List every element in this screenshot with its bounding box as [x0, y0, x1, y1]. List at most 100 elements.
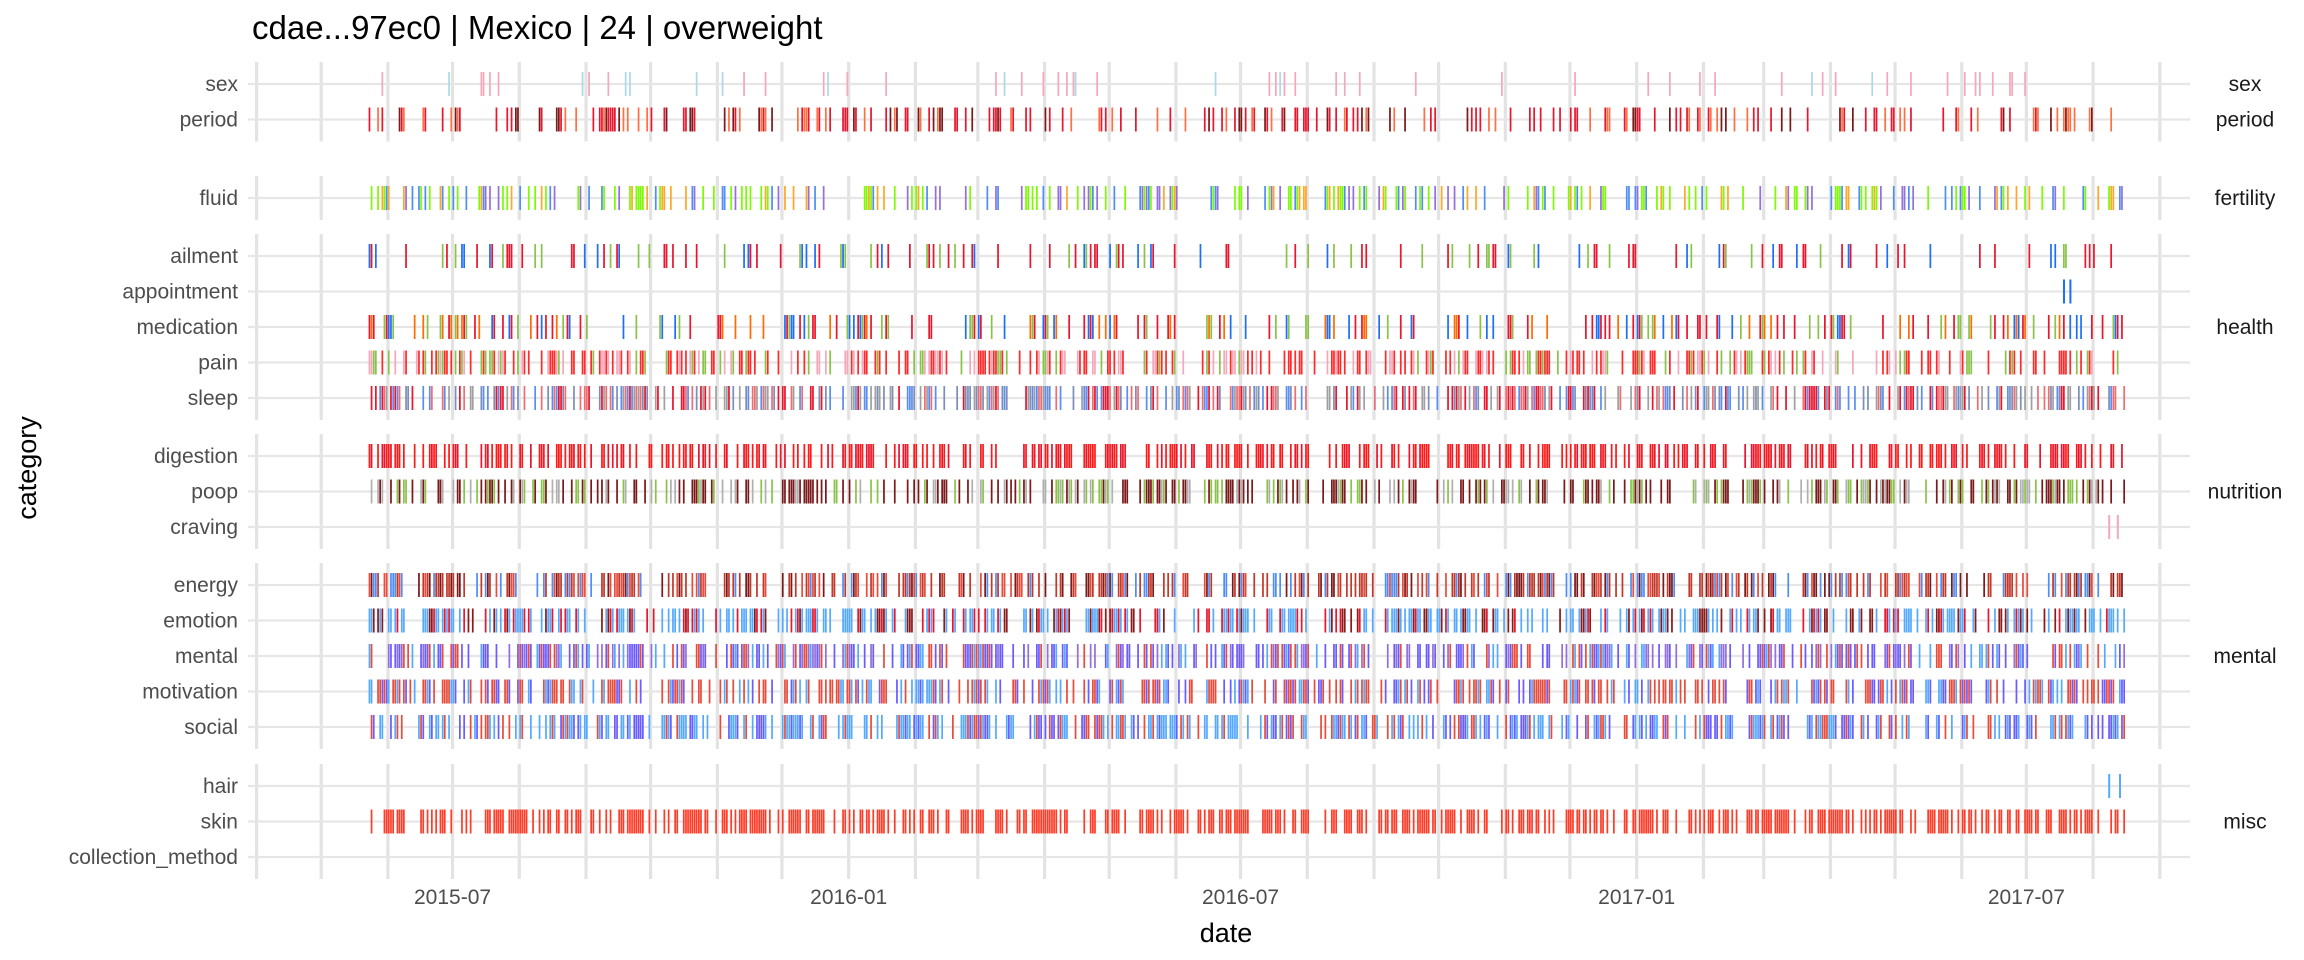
event-mark-mental	[1699, 644, 1701, 668]
event-mark-period	[863, 107, 866, 132]
event-mark-emotion	[719, 608, 722, 633]
event-mark-poop	[760, 479, 763, 504]
event-mark-emotion	[846, 608, 849, 633]
event-mark-social	[1130, 715, 1133, 739]
event-mark-mental	[450, 644, 453, 668]
event-mark-poop	[1935, 479, 1938, 504]
event-mark-social	[616, 715, 618, 739]
event-mark-energy	[1593, 573, 1596, 597]
event-mark-poop	[607, 479, 610, 504]
event-mark-digestion	[1623, 444, 1626, 468]
event-mark-pain	[988, 350, 991, 375]
event-mark-digestion	[1873, 444, 1876, 468]
event-mark-sleep	[551, 386, 554, 410]
event-mark-emotion	[435, 608, 438, 633]
event-mark-period	[1864, 107, 1867, 132]
event-mark-mental	[1275, 644, 1277, 668]
event-mark-social	[1124, 715, 1127, 739]
event-mark-fluid	[2041, 186, 2044, 210]
event-mark-fluid	[1414, 186, 1417, 210]
event-mark-digestion	[1709, 444, 1712, 468]
event-mark-emotion	[1572, 608, 1574, 633]
event-mark-skin	[642, 809, 644, 834]
event-mark-social	[1548, 715, 1551, 739]
event-mark-digestion	[1548, 444, 1551, 468]
event-mark-sleep	[1126, 386, 1129, 410]
event-mark-emotion	[1987, 608, 1990, 633]
event-mark-fluid	[1912, 186, 1915, 210]
event-mark-poop	[997, 479, 999, 504]
event-mark-fluid	[1793, 186, 1796, 210]
event-mark-social	[1694, 715, 1697, 739]
event-mark-pain	[741, 350, 743, 375]
event-mark-energy	[781, 573, 784, 597]
event-mark-digestion	[850, 444, 853, 468]
event-mark-emotion	[1253, 608, 1256, 633]
event-mark-social	[975, 715, 978, 739]
event-mark-skin	[439, 809, 442, 834]
event-mark-pain	[504, 350, 506, 375]
event-mark-digestion	[1055, 444, 1058, 468]
event-mark-fluid	[1787, 186, 1790, 210]
event-mark-ailment	[1593, 244, 1596, 268]
event-mark-ailment	[870, 244, 872, 268]
event-mark-pain	[1479, 350, 1482, 375]
event-mark-fluid	[2054, 186, 2057, 210]
event-mark-motivation	[527, 679, 530, 704]
event-mark-mental	[1520, 644, 1523, 668]
event-mark-poop	[2110, 479, 2113, 504]
event-mark-medication	[1843, 315, 1846, 339]
event-mark-medication	[1636, 315, 1639, 339]
event-mark-social	[1684, 715, 1686, 739]
event-mark-emotion	[1729, 608, 1732, 633]
event-mark-emotion	[2030, 608, 2033, 633]
event-mark-period	[1623, 107, 1626, 132]
event-mark-energy	[607, 573, 610, 597]
event-mark-pain	[1606, 350, 1609, 375]
event-mark-emotion	[1038, 608, 1040, 633]
event-mark-sleep	[1165, 386, 1167, 410]
event-mark-motivation	[469, 679, 472, 704]
event-mark-sleep	[517, 386, 519, 410]
event-mark-motivation	[883, 679, 885, 704]
event-mark-sleep	[1681, 386, 1684, 410]
event-mark-emotion	[1475, 608, 1477, 633]
event-mark-digestion	[932, 444, 935, 468]
event-mark-skin	[769, 809, 771, 834]
event-mark-sleep	[1839, 386, 1841, 410]
event-mark-pain	[1522, 350, 1525, 375]
event-mark-digestion	[2075, 444, 2078, 468]
event-mark-emotion	[2017, 608, 2020, 633]
event-mark-emotion	[1468, 608, 1471, 633]
event-mark-motivation	[1486, 679, 1488, 704]
event-mark-emotion	[667, 608, 670, 633]
event-mark-social	[1927, 715, 1930, 739]
event-mark-mental	[1064, 644, 1066, 668]
event-mark-period	[1044, 107, 1047, 132]
event-mark-emotion	[1156, 608, 1159, 633]
event-mark-skin	[637, 809, 640, 834]
event-mark-social	[1173, 715, 1176, 739]
event-mark-energy	[790, 573, 793, 597]
event-mark-emotion	[1324, 608, 1327, 633]
event-mark-period	[1025, 107, 1027, 132]
event-mark-social	[1845, 715, 1848, 739]
event-mark-digestion	[1585, 444, 1587, 468]
event-mark-mental	[1854, 644, 1856, 668]
event-mark-medication	[859, 315, 862, 339]
event-mark-energy	[487, 573, 489, 597]
event-mark-fluid	[1234, 186, 1236, 210]
event-mark-fluid	[1961, 186, 1964, 210]
event-mark-period	[2037, 107, 2039, 132]
event-mark-sex	[2009, 72, 2011, 96]
event-mark-sex	[1699, 72, 1701, 96]
event-mark-digestion	[583, 444, 586, 468]
event-mark-energy	[1632, 573, 1635, 597]
event-mark-motivation	[807, 679, 810, 704]
event-mark-poop	[1057, 479, 1060, 504]
event-mark-sleep	[926, 386, 928, 410]
event-mark-emotion	[2058, 608, 2061, 633]
event-mark-medication	[2114, 315, 2117, 339]
event-mark-skin	[762, 809, 765, 834]
event-mark-skin	[422, 809, 425, 834]
